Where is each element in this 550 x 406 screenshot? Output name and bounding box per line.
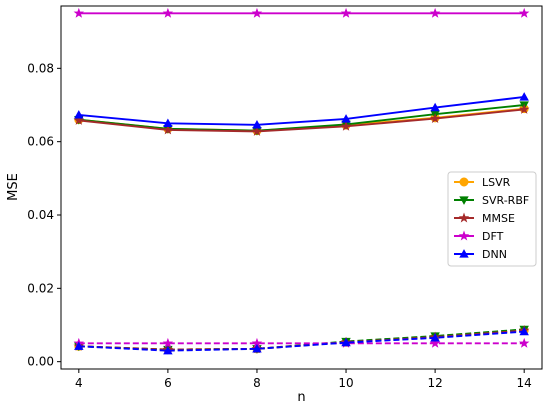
legend-entry-svr-rbf: SVR-RBF	[454, 194, 529, 207]
data-point-dnn	[252, 344, 262, 353]
data-point-dft	[340, 7, 352, 18]
legend-label-svr-rbf: SVR-RBF	[482, 194, 529, 207]
data-point-dnn	[430, 102, 440, 112]
data-point-mmse	[251, 125, 263, 136]
data-point-dnn	[163, 118, 173, 127]
data-point-dft	[429, 337, 441, 348]
data-point-dnn	[252, 119, 262, 129]
data-point-mmse	[429, 113, 441, 124]
legend: LSVR SVR-RBF MMSE DFT DNN	[447, 171, 537, 267]
x-axis-label: n	[297, 390, 305, 405]
legend-entry-dft: DFT	[454, 230, 504, 243]
legend-entry-dnn: DNN	[454, 248, 507, 261]
legend-entry-mmse: MMSE	[454, 212, 515, 225]
series-line-dnn	[78, 330, 525, 352]
y-tick-label: 0.00	[27, 355, 54, 369]
y-tick-label: 0.04	[27, 208, 54, 222]
x-tick-label: 8	[253, 376, 261, 390]
data-point-dnn	[341, 114, 351, 123]
legend-label-dnn: DNN	[482, 248, 507, 261]
data-point-dnn	[74, 110, 84, 119]
data-point-dnn	[341, 337, 351, 347]
x-tick-label: 12	[427, 376, 442, 390]
data-point-dnn	[74, 341, 84, 350]
data-point-mmse	[340, 120, 352, 131]
legend-label-dft: DFT	[482, 230, 504, 243]
x-tick-label: 14	[517, 376, 532, 390]
x-tick-label: 10	[338, 376, 353, 390]
series-lsvr-solid	[74, 104, 529, 136]
x-tick-label: 6	[164, 376, 172, 390]
legend-marker-dnn	[459, 249, 469, 258]
y-tick-label: 0.08	[27, 61, 54, 75]
series-line-svr-rbf	[78, 104, 525, 132]
axes-layer: 4 6 8 10 12 14 0.00 0.02 0.04 0.06 0.08	[27, 61, 532, 390]
legend-label-lsvr: LSVR	[482, 176, 511, 189]
series-line-mmse	[78, 108, 525, 133]
data-point-dnn	[163, 345, 173, 355]
legend-label-mmse: MMSE	[482, 212, 515, 225]
series-line-dnn	[78, 95, 525, 126]
data-point-dft	[162, 7, 174, 18]
legend-marker-svr-rbf	[459, 196, 469, 205]
data-point-dft	[162, 337, 174, 348]
legend-marker-dft	[458, 230, 470, 241]
data-point-mmse	[518, 103, 530, 114]
data-point-dnn	[430, 333, 440, 342]
series-mmse-solid	[73, 103, 530, 136]
series-dft-dashed	[73, 337, 530, 348]
y-tick-label: 0.02	[27, 281, 54, 295]
y-axis-label: MSE	[6, 173, 21, 201]
series-line-mmse	[78, 329, 525, 351]
series-dft-solid	[73, 7, 530, 18]
data-point-mmse	[162, 124, 174, 135]
legend-box	[447, 171, 537, 267]
series-svr-rbf-solid	[74, 101, 529, 136]
data-point-dnn	[519, 326, 529, 336]
legend-entry-lsvr: LSVR	[454, 176, 511, 189]
series-line-lsvr	[78, 329, 525, 351]
legend-marker-mmse	[458, 212, 470, 223]
series-dnn-dashed	[74, 326, 529, 355]
data-point-dnn	[519, 92, 529, 101]
x-tick-label: 4	[75, 376, 83, 390]
data-point-mmse	[73, 114, 85, 125]
legend-marker-lsvr	[459, 177, 469, 187]
series-line-svr-rbf	[78, 328, 525, 351]
data-point-dft	[73, 7, 85, 18]
data-point-dft	[251, 7, 263, 18]
data-point-dft	[518, 7, 530, 18]
data-point-dft	[429, 7, 441, 18]
series-dnn-solid	[74, 92, 529, 129]
y-tick-label: 0.06	[27, 135, 54, 149]
series-layer	[73, 7, 530, 355]
plot-frame	[60, 5, 543, 370]
data-point-dft	[518, 337, 530, 348]
